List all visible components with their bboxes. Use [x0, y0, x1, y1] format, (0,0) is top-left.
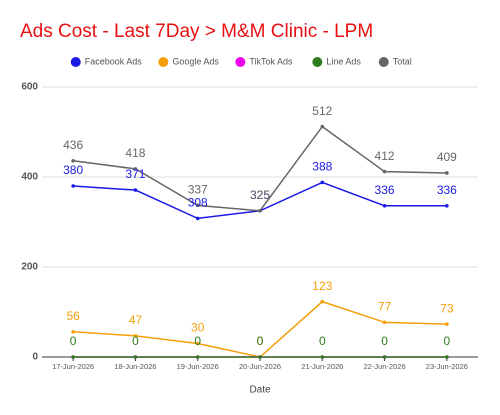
- data-label: 371: [125, 167, 145, 181]
- y-tick-label: 0: [32, 352, 38, 363]
- point: [320, 355, 325, 359]
- data-label: 388: [312, 160, 332, 174]
- data-label: 0: [319, 334, 326, 348]
- data-label: 409: [437, 150, 457, 164]
- data-label: 337: [188, 183, 208, 197]
- point: [320, 180, 325, 185]
- x-tick-label: 18-Jun-2026: [114, 362, 156, 371]
- data-label: 336: [375, 183, 395, 197]
- point: [71, 159, 75, 163]
- x-tick-label: 22-Jun-2026: [364, 362, 406, 371]
- data-label: 0: [194, 334, 201, 348]
- point: [195, 355, 200, 359]
- legend-label: Facebook Ads: [85, 56, 143, 66]
- data-label: 308: [188, 196, 208, 210]
- point: [320, 299, 325, 304]
- legend-swatch: [378, 57, 389, 67]
- point: [195, 203, 200, 208]
- point: [445, 322, 449, 326]
- y-tick-label: 600: [21, 82, 38, 93]
- y-tick-label: 200: [21, 262, 38, 273]
- legend-label: Total: [393, 56, 412, 66]
- point: [133, 188, 138, 192]
- data-label: 512: [312, 104, 332, 118]
- point: [71, 330, 75, 334]
- point: [382, 355, 387, 359]
- data-label: 0: [444, 334, 451, 348]
- data-label: 380: [63, 163, 83, 177]
- point: [258, 355, 262, 359]
- x-axis-title: Date: [249, 385, 271, 396]
- data-label: 0: [70, 334, 77, 348]
- chart-title: Ads Cost - Last 7Day > M&M Clinic - LPM: [20, 21, 373, 42]
- legend-label: Line Ads: [326, 56, 361, 66]
- data-label: 325: [250, 188, 270, 202]
- point: [133, 334, 138, 338]
- legend-swatch: [158, 57, 169, 67]
- data-label: 30: [191, 321, 205, 335]
- data-label: 412: [375, 149, 395, 163]
- point: [71, 184, 75, 188]
- point: [382, 204, 387, 208]
- data-label: 0: [257, 334, 264, 348]
- data-label: 418: [125, 146, 145, 160]
- y-tick-label: 400: [21, 172, 38, 183]
- x-tick-label: 21-Jun-2026: [301, 362, 343, 371]
- data-label: 73: [440, 301, 454, 315]
- data-label: 436: [63, 138, 83, 152]
- data-label: 0: [132, 334, 139, 348]
- x-tick-label: 23-Jun-2026: [426, 362, 468, 371]
- point: [382, 169, 387, 174]
- data-label: 56: [66, 309, 80, 323]
- point: [195, 341, 200, 346]
- point: [445, 204, 449, 208]
- point: [133, 355, 138, 359]
- legend-swatch: [312, 57, 323, 67]
- legend-swatch: [235, 57, 246, 67]
- x-tick-label: 17-Jun-2026: [52, 362, 94, 371]
- x-tick-label: 19-Jun-2026: [177, 362, 219, 371]
- point: [133, 167, 138, 171]
- data-label: 77: [378, 300, 392, 314]
- point: [382, 320, 387, 325]
- legend-label: TikTok Ads: [249, 56, 293, 66]
- point: [195, 216, 200, 221]
- data-label: 325: [250, 188, 270, 202]
- data-label: 0: [381, 334, 388, 348]
- point: [445, 171, 449, 175]
- legend-swatch: [70, 57, 81, 67]
- point: [320, 124, 325, 129]
- data-label: 47: [129, 313, 143, 327]
- data-label: 123: [312, 279, 332, 293]
- point: [445, 355, 449, 359]
- data-label: 336: [437, 183, 457, 197]
- data-label: 0: [257, 334, 264, 348]
- legend-label: Google Ads: [172, 56, 219, 66]
- point: [71, 355, 75, 359]
- x-tick-label: 20-Jun-2026: [239, 362, 281, 371]
- point: [258, 208, 262, 213]
